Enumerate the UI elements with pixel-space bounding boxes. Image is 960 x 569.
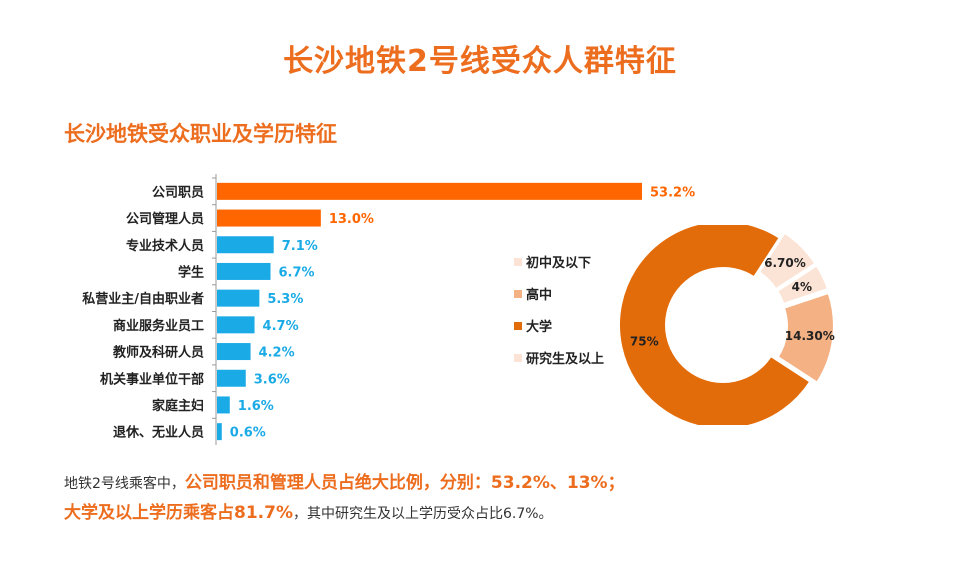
bar-category-label: 专业技术人员 xyxy=(126,238,204,254)
donut-slice xyxy=(618,225,812,425)
bar-value-label: 7.1% xyxy=(282,239,318,254)
summary-line-1: 地铁2号线乘客中，公司职员和管理人员占绝大比例，分别：53.2%、13%； xyxy=(64,468,924,498)
legend-swatch xyxy=(514,322,522,330)
bar-value-label: 5.3% xyxy=(267,292,303,307)
occupation-bar-chart: 公司职员 53.2% 公司管理人员 13.0% 专业技术人员 7.1% 学生 6.7% 私营业主… xyxy=(82,174,695,445)
legend-label: 高中 xyxy=(526,287,552,303)
bar-category-label: 机关事业单位干部 xyxy=(100,371,204,387)
bar-category-label: 教师及科研人员 xyxy=(112,345,204,361)
page-title: 长沙地铁2号线受众人群特征 xyxy=(283,44,677,79)
bar xyxy=(217,209,321,227)
bar-value-label: 0.6% xyxy=(230,426,266,441)
summary-line-1-highlight: 公司职员和管理人员占绝大比例，分别：53.2%、13%； xyxy=(184,473,625,493)
bar-value-label: 6.7% xyxy=(279,265,315,280)
bar-value-label: 53.2% xyxy=(650,185,695,200)
legend-swatch xyxy=(514,290,522,298)
bar-value-label: 4.2% xyxy=(259,346,295,361)
bar xyxy=(217,423,222,441)
donut-value-label: 6.70% xyxy=(764,256,806,270)
bar-value-label: 3.6% xyxy=(254,372,290,387)
bar-category-label: 私营业主/自由职业者 xyxy=(82,291,204,307)
summary-line-2: 大学及以上学历乘客占81.7%，其中研究生及以上学历受众占比6.7%。 xyxy=(64,498,924,528)
donut-value-label: 14.30% xyxy=(785,329,835,343)
donut-slice xyxy=(776,291,835,384)
legend-label: 初中及以下 xyxy=(526,255,591,271)
summary-text: 地铁2号线乘客中，公司职员和管理人员占绝大比例，分别：53.2%、13%； 大学… xyxy=(64,468,924,528)
summary-line-2-suffix: ，其中研究生及以上学历受众占比6.7%。 xyxy=(292,506,553,522)
donut-slice xyxy=(757,231,817,291)
bar xyxy=(217,343,251,361)
bar xyxy=(217,369,246,387)
donut-value-label: 75% xyxy=(630,335,659,349)
bar-value-label: 13.0% xyxy=(329,212,374,227)
bar xyxy=(217,316,255,334)
summary-line-2-highlight: 大学及以上学历乘客占81.7% xyxy=(64,503,293,523)
bar-category-label: 学生 xyxy=(178,264,204,280)
bar xyxy=(217,289,260,307)
legend-label: 大学 xyxy=(526,319,552,335)
bar-category-label: 公司职员 xyxy=(152,185,204,200)
bar xyxy=(217,182,642,200)
bar xyxy=(217,236,274,254)
legend-swatch xyxy=(514,354,522,362)
bar-value-label: 1.6% xyxy=(238,399,274,414)
bar-category-label: 公司管理人员 xyxy=(126,211,204,227)
bar xyxy=(217,396,230,414)
bar-category-label: 商业服务业员工 xyxy=(113,318,204,334)
bar xyxy=(217,262,271,280)
bar-category-label: 家庭主妇 xyxy=(152,398,204,414)
bar-value-label: 4.7% xyxy=(263,319,299,334)
donut-value-label: 4% xyxy=(792,280,812,294)
bar-category-label: 退休、无业人员 xyxy=(113,425,204,441)
legend-label: 研究生及以上 xyxy=(526,351,604,367)
section-title: 长沙地铁受众职业及学历特征 xyxy=(64,122,337,146)
legend-swatch xyxy=(514,258,522,266)
summary-line-1-prefix: 地铁2号线乘客中， xyxy=(64,476,185,492)
donut-slice xyxy=(775,264,830,306)
